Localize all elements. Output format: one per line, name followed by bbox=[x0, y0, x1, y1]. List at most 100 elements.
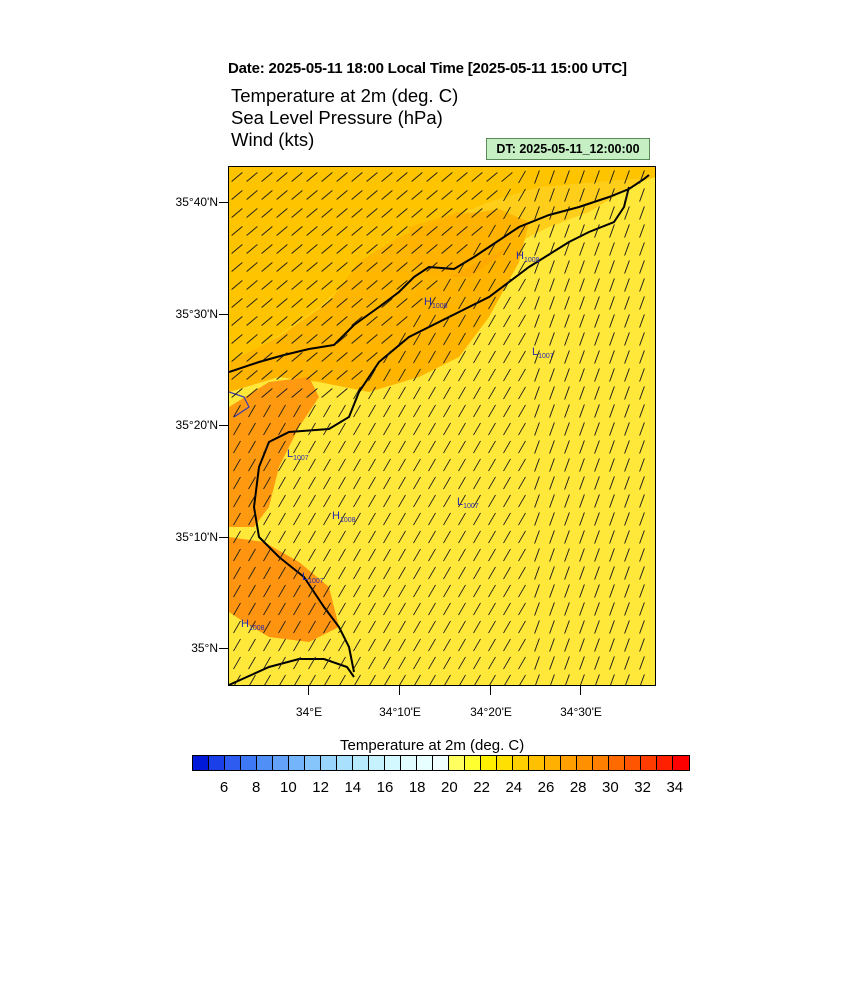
wind-barb bbox=[396, 316, 408, 326]
wind-barb bbox=[308, 512, 316, 526]
wind-barb bbox=[338, 620, 346, 634]
wind-barb bbox=[263, 656, 271, 670]
wind-barb bbox=[368, 602, 376, 616]
wind-barb bbox=[428, 530, 436, 544]
wind-barb bbox=[443, 278, 451, 292]
wind-barb bbox=[458, 656, 466, 670]
wind-barb bbox=[639, 584, 645, 598]
lon-tick bbox=[399, 686, 401, 695]
wind-barb bbox=[383, 350, 391, 364]
wind-barb bbox=[336, 172, 348, 182]
coastline-north bbox=[229, 174, 650, 373]
wind-barb bbox=[246, 280, 258, 290]
colorbar-title: Temperature at 2m (deg. C) bbox=[340, 737, 525, 754]
wind-barb bbox=[321, 190, 333, 200]
lon-label-34-10: 34°10'E bbox=[379, 705, 421, 719]
wind-barb bbox=[624, 566, 630, 580]
colorbar-swatch bbox=[465, 756, 481, 770]
wind-barb bbox=[353, 548, 361, 562]
wind-barb bbox=[249, 674, 256, 685]
colorbar-tick-label: 24 bbox=[505, 779, 523, 796]
wind-barb bbox=[293, 422, 301, 436]
wind-barb bbox=[594, 440, 600, 454]
wind-barb bbox=[278, 566, 286, 580]
wind-barb bbox=[381, 334, 393, 344]
wind-barb bbox=[366, 298, 378, 308]
wind-barb bbox=[398, 530, 406, 544]
wind-barb bbox=[336, 298, 348, 308]
wind-barb bbox=[248, 638, 256, 652]
wind-barb bbox=[351, 334, 363, 344]
colorbar-swatch bbox=[657, 756, 673, 770]
wind-barb bbox=[534, 638, 540, 652]
wind-barb bbox=[639, 170, 645, 184]
wind-barb bbox=[624, 260, 630, 274]
wind-barb bbox=[246, 334, 258, 344]
wind-barb bbox=[383, 458, 391, 472]
wind-barb bbox=[338, 440, 346, 454]
wind-barb bbox=[398, 404, 406, 418]
colorbar-swatch bbox=[337, 756, 353, 770]
wind-barb bbox=[473, 512, 481, 526]
lat-tick bbox=[219, 202, 228, 204]
colorbar-swatch bbox=[577, 756, 593, 770]
colorbar-swatch bbox=[273, 756, 289, 770]
wind-barb bbox=[534, 656, 540, 670]
wind-barb bbox=[549, 476, 555, 490]
colorbar-tick-label: 6 bbox=[219, 779, 229, 796]
wind-barb bbox=[306, 298, 318, 308]
wind-barb bbox=[321, 244, 333, 254]
wind-barb bbox=[336, 334, 348, 344]
border-line bbox=[229, 391, 250, 418]
colorbar-swatch bbox=[545, 756, 561, 770]
wind-barb bbox=[443, 566, 451, 580]
wind-barb bbox=[624, 620, 630, 634]
wind-barb bbox=[503, 512, 511, 526]
wind-barb bbox=[411, 298, 423, 308]
colorbar-tick-label: 10 bbox=[280, 779, 297, 796]
wind-barb bbox=[261, 208, 273, 218]
wind-barb bbox=[293, 656, 301, 670]
wind-barb bbox=[534, 386, 540, 400]
wind-barb bbox=[293, 494, 301, 508]
wind-barb bbox=[336, 208, 348, 218]
wind-barb bbox=[293, 404, 301, 418]
wind-barb bbox=[594, 620, 600, 634]
wind-barb bbox=[308, 566, 316, 580]
wind-barb bbox=[381, 298, 393, 308]
wind-barb bbox=[338, 422, 346, 436]
wind-barb bbox=[411, 190, 423, 200]
wind-barb bbox=[276, 334, 288, 344]
wind-barb bbox=[338, 512, 346, 526]
colorbar bbox=[192, 755, 690, 771]
wind-barb bbox=[321, 334, 333, 344]
wind-barb bbox=[396, 298, 408, 308]
wind-barb bbox=[595, 674, 600, 685]
wind-barb bbox=[458, 296, 466, 310]
wind-barb bbox=[443, 548, 451, 562]
wind-barb bbox=[293, 458, 301, 472]
wind-barb bbox=[518, 188, 526, 202]
wind-barb bbox=[291, 334, 303, 344]
wind-barb bbox=[473, 242, 481, 256]
wind-barb bbox=[248, 458, 256, 472]
wind-barb bbox=[503, 224, 511, 238]
wind-barb bbox=[458, 512, 466, 526]
wind-barb bbox=[263, 548, 271, 562]
colorbar-swatch bbox=[433, 756, 449, 770]
wind-barb bbox=[549, 350, 555, 364]
wind-barb bbox=[549, 296, 555, 310]
wind-barb bbox=[488, 620, 496, 634]
wind-barb bbox=[261, 388, 273, 398]
wind-barb bbox=[368, 494, 376, 508]
wind-barb bbox=[368, 386, 376, 400]
wind-barb bbox=[396, 280, 408, 290]
wind-barb bbox=[518, 170, 526, 184]
wind-barb bbox=[549, 242, 555, 256]
wind-barb bbox=[413, 620, 421, 634]
wind-barb bbox=[456, 226, 468, 236]
wind-barb bbox=[549, 170, 555, 184]
wind-barb bbox=[471, 172, 483, 182]
wind-barb bbox=[306, 172, 318, 182]
wind-barb bbox=[248, 566, 256, 580]
